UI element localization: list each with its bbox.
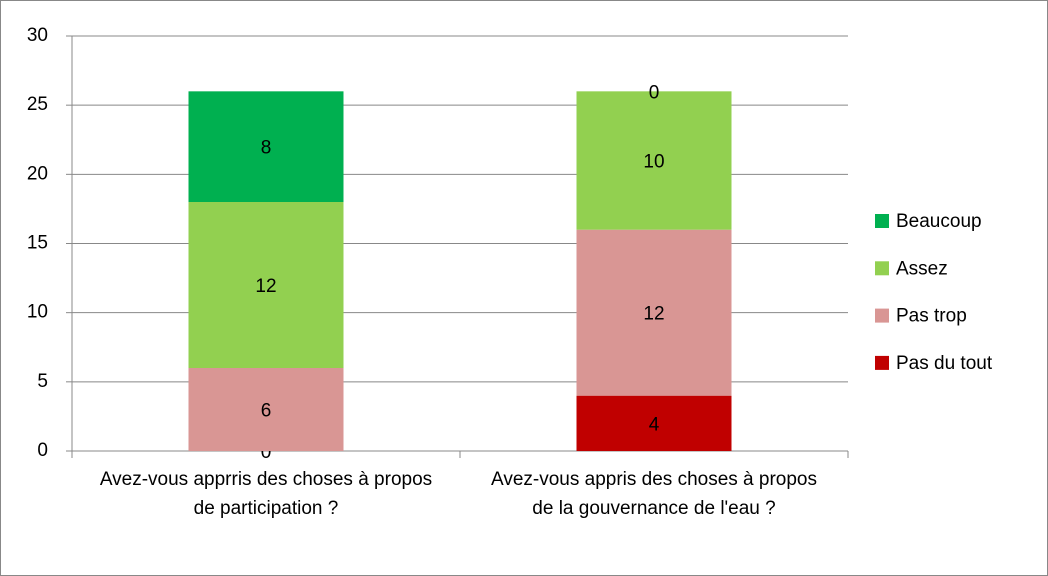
legend-swatch xyxy=(875,214,889,228)
data-label: 0 xyxy=(649,82,660,103)
y-tick-label: 25 xyxy=(27,94,48,115)
x-tick-label: Avez-vous apprris des choses à propos de… xyxy=(99,469,433,519)
data-label: 12 xyxy=(643,304,664,325)
legend-swatch xyxy=(875,355,889,370)
y-tick-label: 10 xyxy=(27,302,48,323)
legend-label: Beaucoup xyxy=(896,211,982,232)
y-tick-label: 20 xyxy=(27,163,48,184)
data-label: 10 xyxy=(643,152,664,173)
bar-segment xyxy=(188,91,344,202)
y-tick-label: 30 xyxy=(27,25,48,46)
y-tick-label: 15 xyxy=(27,233,48,254)
data-label: 6 xyxy=(261,401,272,422)
data-label: 4 xyxy=(649,414,660,435)
legend-label: Pas trop xyxy=(896,306,967,327)
legend-swatch xyxy=(875,261,889,276)
y-tick-label: 5 xyxy=(37,371,48,392)
legend-label: Pas du tout xyxy=(896,353,993,374)
bar-segment xyxy=(576,91,732,230)
y-tick-label: 0 xyxy=(37,440,48,461)
x-tick-label: Avez-vous appris des choses à propos de … xyxy=(491,469,817,519)
bar-segment xyxy=(576,229,732,396)
data-label: 12 xyxy=(255,276,276,297)
legend-label: Assez xyxy=(896,258,948,279)
data-label: 8 xyxy=(261,138,272,159)
bar-segment xyxy=(576,395,732,451)
data-label: 0 xyxy=(261,442,272,463)
legend-swatch xyxy=(875,308,889,323)
bar-segment xyxy=(188,202,344,368)
bar-segment xyxy=(188,368,344,451)
